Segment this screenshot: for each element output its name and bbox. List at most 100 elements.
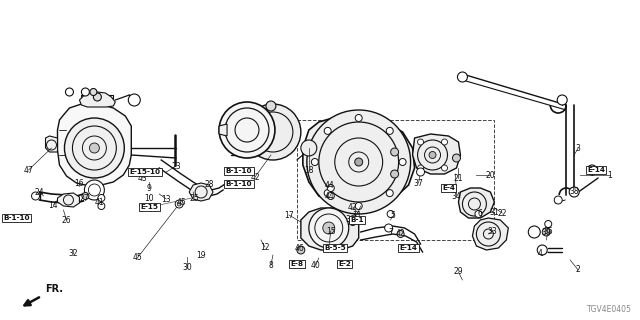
Text: 1: 1 [608, 171, 612, 180]
Circle shape [84, 180, 104, 200]
Text: 17: 17 [284, 211, 294, 220]
Text: E-14: E-14 [587, 167, 605, 173]
Text: 9: 9 [147, 183, 152, 193]
Circle shape [569, 187, 579, 197]
Text: 25: 25 [189, 194, 199, 203]
Text: E-15: E-15 [140, 204, 158, 210]
Text: 41: 41 [95, 197, 104, 206]
Circle shape [177, 202, 181, 206]
Circle shape [387, 190, 393, 196]
Circle shape [390, 148, 399, 156]
Text: E-2: E-2 [339, 261, 351, 267]
Circle shape [355, 158, 363, 166]
Text: 18: 18 [304, 165, 314, 174]
Circle shape [327, 193, 334, 199]
Text: E-14: E-14 [399, 245, 417, 251]
Text: 28: 28 [204, 180, 214, 188]
Polygon shape [58, 193, 79, 207]
Text: 35: 35 [543, 227, 553, 236]
Circle shape [355, 203, 362, 210]
Circle shape [537, 245, 547, 255]
Circle shape [557, 95, 567, 105]
Circle shape [442, 165, 447, 171]
Circle shape [587, 165, 597, 175]
Circle shape [554, 196, 562, 204]
Circle shape [301, 140, 317, 156]
Text: 31: 31 [490, 207, 499, 217]
Circle shape [324, 190, 331, 196]
Text: 37: 37 [413, 179, 424, 188]
Circle shape [475, 211, 482, 218]
Circle shape [266, 101, 276, 111]
Circle shape [542, 228, 550, 236]
Text: 46: 46 [295, 244, 305, 252]
Text: 26: 26 [61, 215, 71, 225]
Circle shape [387, 211, 394, 218]
Text: 14: 14 [49, 201, 58, 210]
Text: 42: 42 [348, 203, 358, 212]
Circle shape [417, 139, 424, 145]
Text: B-1: B-1 [350, 217, 364, 223]
Text: 36: 36 [346, 214, 356, 223]
Text: 16: 16 [75, 179, 84, 188]
Text: 2: 2 [576, 266, 580, 275]
Circle shape [307, 110, 411, 214]
Text: 29: 29 [454, 268, 463, 276]
Circle shape [31, 192, 40, 200]
Text: B-1-10: B-1-10 [226, 181, 252, 187]
Text: 44: 44 [325, 180, 335, 189]
Text: 30: 30 [182, 263, 192, 273]
Text: 24: 24 [35, 188, 44, 196]
Circle shape [429, 151, 436, 158]
Circle shape [219, 102, 275, 158]
Circle shape [175, 200, 183, 208]
Circle shape [545, 220, 552, 228]
Text: 8: 8 [269, 260, 273, 269]
Text: 4: 4 [538, 249, 543, 258]
Polygon shape [189, 183, 213, 201]
Circle shape [82, 193, 89, 199]
Text: 20: 20 [486, 171, 495, 180]
Circle shape [90, 89, 97, 95]
Polygon shape [219, 124, 227, 136]
Circle shape [309, 208, 349, 248]
Text: 45: 45 [132, 253, 142, 262]
Polygon shape [303, 118, 415, 206]
Text: 19: 19 [196, 252, 206, 260]
Circle shape [245, 104, 301, 160]
Text: 40: 40 [311, 260, 321, 269]
Circle shape [528, 226, 540, 238]
Text: 23: 23 [172, 162, 181, 171]
Circle shape [323, 222, 335, 234]
Text: B-5-5: B-5-5 [324, 245, 346, 251]
Text: E-15-10: E-15-10 [130, 169, 161, 175]
Circle shape [98, 203, 105, 210]
Circle shape [417, 168, 424, 176]
Polygon shape [79, 92, 115, 107]
Text: 42: 42 [396, 228, 405, 237]
Text: 32: 32 [68, 249, 78, 258]
Circle shape [311, 158, 318, 165]
Circle shape [297, 246, 305, 254]
Text: 15: 15 [326, 227, 335, 236]
Text: 42: 42 [250, 172, 260, 181]
Circle shape [399, 158, 406, 165]
Circle shape [81, 88, 90, 96]
Text: 39: 39 [541, 228, 551, 236]
Text: 34: 34 [452, 191, 461, 201]
Circle shape [355, 115, 362, 122]
Polygon shape [458, 188, 494, 218]
Circle shape [93, 93, 101, 101]
Text: 27: 27 [79, 194, 89, 203]
Circle shape [98, 195, 105, 202]
Text: 12: 12 [260, 243, 269, 252]
Circle shape [128, 94, 140, 106]
Circle shape [442, 139, 447, 145]
Circle shape [324, 127, 331, 134]
Circle shape [65, 88, 74, 96]
Text: 5: 5 [390, 211, 395, 220]
Polygon shape [301, 208, 358, 250]
Text: 47: 47 [24, 165, 33, 174]
Text: 22: 22 [498, 209, 507, 218]
Text: 13: 13 [161, 195, 171, 204]
